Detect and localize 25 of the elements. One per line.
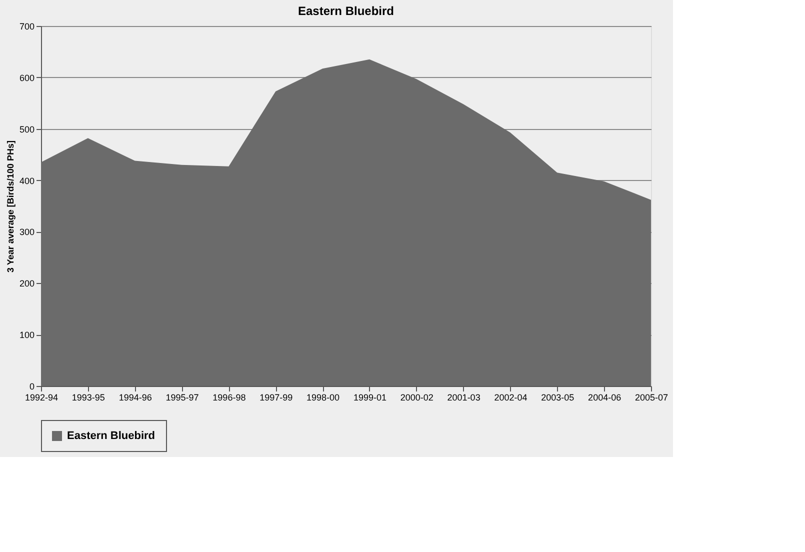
- x-tick-label: 2001-03: [447, 392, 480, 402]
- x-tick-label: 1995-97: [166, 392, 199, 402]
- chart-title: Eastern Bluebird: [298, 4, 394, 18]
- y-axis-title: 3 Year average [Birds/100 PHs]: [5, 140, 16, 272]
- y-tick-label: 700: [19, 22, 34, 32]
- x-tick-label: 1992-94: [24, 392, 58, 402]
- y-tick-label: 400: [19, 176, 34, 186]
- x-tick-label: 2003-05: [541, 392, 574, 402]
- x-tick-label: 1998-00: [306, 392, 340, 402]
- y-tick-label: 200: [19, 278, 34, 289]
- x-tick-label: 1997-99: [260, 392, 293, 402]
- x-tick-label: 1999-01: [353, 392, 386, 402]
- x-tick-label: 1996-98: [212, 392, 246, 402]
- y-tick-label: 100: [19, 330, 34, 340]
- x-tick-label: 1993-95: [72, 392, 105, 402]
- x-tick-label: 2002-04: [494, 392, 528, 402]
- y-tick-label: 500: [19, 124, 34, 134]
- x-tick-label: 2000-02: [400, 392, 434, 402]
- y-tick-label: 600: [19, 72, 34, 83]
- x-tick-label: 2005-07: [634, 392, 668, 402]
- x-tick-label: 1994-96: [118, 392, 152, 402]
- y-tick-label: 0: [29, 382, 34, 392]
- x-tick-label: 2004-06: [588, 392, 622, 402]
- y-tick-label: 300: [19, 227, 34, 238]
- legend-label: Eastern Bluebird: [67, 430, 156, 442]
